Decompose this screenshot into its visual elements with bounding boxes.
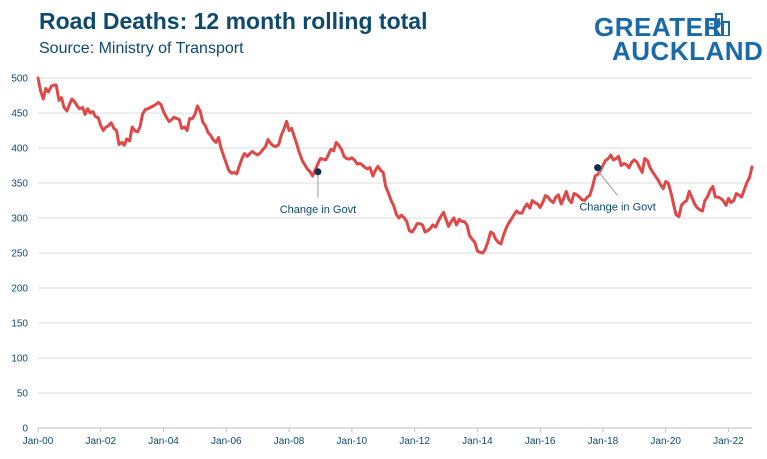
series-line bbox=[36, 76, 754, 255]
city-building-icon bbox=[707, 13, 730, 36]
y-tick-label: 50 bbox=[17, 389, 29, 400]
x-tick-label: Jan-12 bbox=[399, 436, 430, 447]
logo-line2: AUCKLAND bbox=[612, 36, 764, 66]
x-tick-label: Jan-18 bbox=[588, 436, 619, 447]
annotations: Change in Govt Change in Govt bbox=[280, 164, 656, 216]
annotation-label: Change in Govt bbox=[579, 202, 655, 214]
x-tick-label: Jan-10 bbox=[337, 436, 368, 447]
y-tick-label: 500 bbox=[11, 74, 28, 85]
annotation-marker bbox=[594, 164, 602, 172]
x-tick-label: Jan-22 bbox=[713, 436, 744, 447]
y-tick-label: 150 bbox=[11, 319, 28, 330]
series-group bbox=[36, 76, 754, 255]
x-tick-label: Jan-16 bbox=[525, 436, 556, 447]
x-axis: Jan-00 Jan-02 Jan-04 Jan-06 Jan-08 Jan-10 Jan-… bbox=[23, 428, 744, 447]
y-tick-label: 450 bbox=[11, 109, 28, 120]
y-tick-label: 0 bbox=[22, 424, 28, 435]
chart-subtitle: Source: Ministry of Transport bbox=[39, 40, 244, 57]
x-tick-label: Jan-08 bbox=[274, 436, 305, 447]
x-tick-label: Jan-02 bbox=[85, 436, 116, 447]
logo-line1: GREATER bbox=[594, 12, 723, 42]
x-tick-label: Jan-14 bbox=[462, 436, 493, 447]
y-tick-label: 300 bbox=[11, 214, 28, 225]
greater-auckland-logo: GREATER AUCKLAND bbox=[594, 12, 763, 66]
gridlines bbox=[38, 77, 752, 429]
x-tick-label: Jan-20 bbox=[650, 436, 681, 447]
y-axis: 0 50 100 150 200 250 300 350 400 450 500 bbox=[11, 74, 28, 435]
y-tick-label: 200 bbox=[11, 284, 28, 295]
y-tick-label: 100 bbox=[11, 354, 28, 365]
y-tick-label: 400 bbox=[11, 144, 28, 155]
x-tick-label: Jan-04 bbox=[148, 436, 179, 447]
chart-title: Road Deaths: 12 month rolling total bbox=[39, 8, 428, 34]
y-tick-label: 350 bbox=[11, 179, 28, 190]
annotation-label: Change in Govt bbox=[280, 204, 356, 216]
annotation-leader bbox=[597, 170, 618, 196]
x-tick-label: Jan-06 bbox=[211, 436, 242, 447]
y-tick-label: 250 bbox=[11, 249, 28, 260]
annotation-marker bbox=[314, 168, 322, 176]
x-tick-label: Jan-00 bbox=[23, 436, 54, 447]
